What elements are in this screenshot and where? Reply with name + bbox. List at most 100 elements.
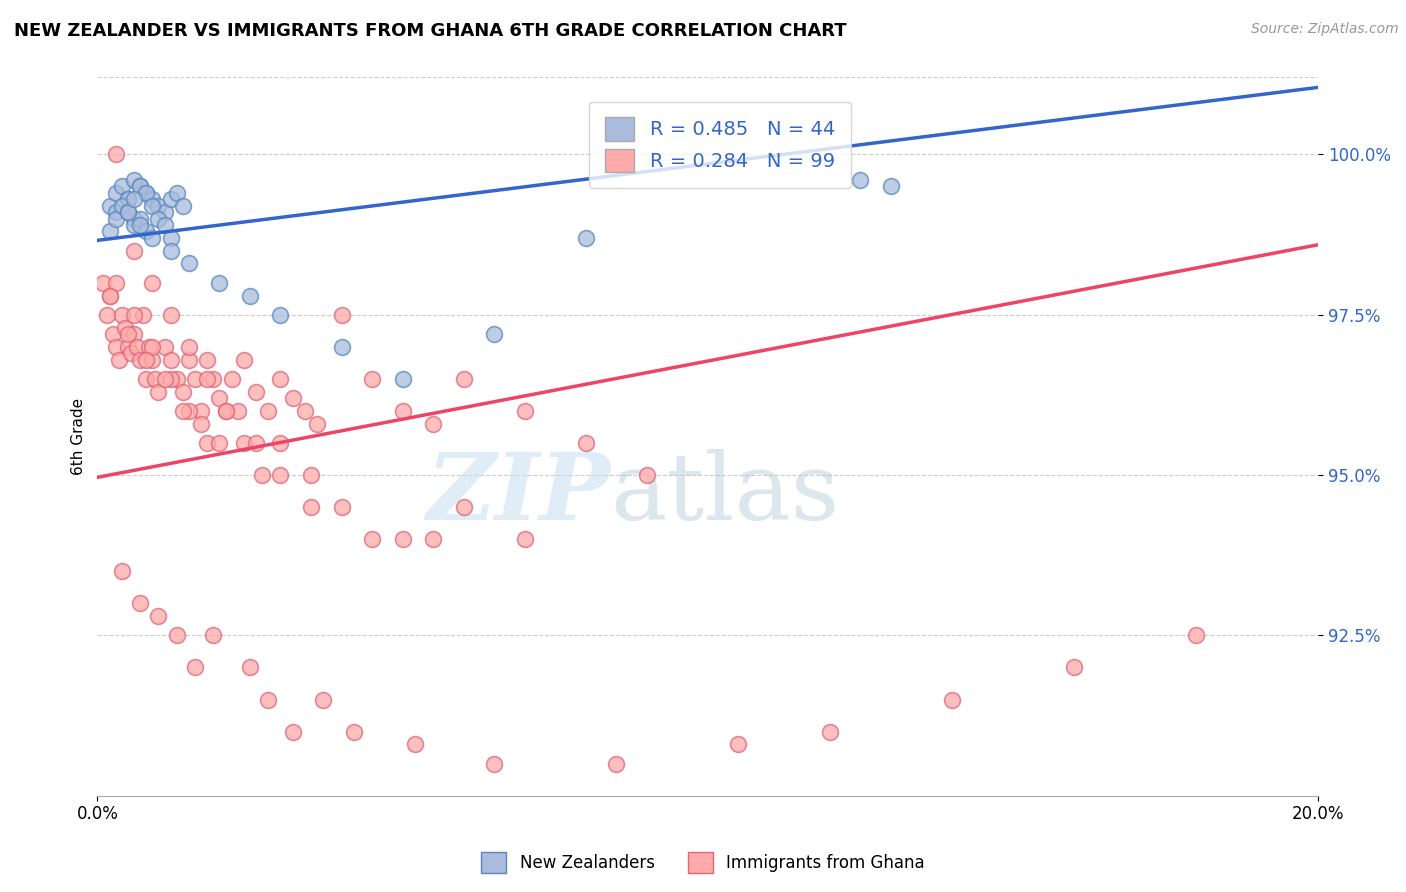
Point	[202, 372, 225, 386]
Point	[636, 468, 658, 483]
Point	[575, 231, 598, 245]
Point	[226, 404, 249, 418]
Point	[404, 738, 426, 752]
Point	[148, 211, 170, 226]
Point	[117, 192, 139, 206]
Point	[422, 533, 444, 547]
Point	[122, 173, 145, 187]
Point	[849, 173, 872, 187]
Point	[312, 692, 335, 706]
Point	[159, 372, 181, 386]
Point	[422, 417, 444, 431]
Point	[482, 326, 505, 341]
Point	[141, 276, 163, 290]
Point	[153, 218, 176, 232]
Point	[122, 192, 145, 206]
Point	[159, 352, 181, 367]
Point	[221, 372, 243, 386]
Point	[141, 352, 163, 367]
Point	[141, 340, 163, 354]
Text: Source: ZipAtlas.com: Source: ZipAtlas.com	[1251, 22, 1399, 37]
Point	[129, 352, 152, 367]
Point	[195, 436, 218, 450]
Point	[245, 436, 267, 450]
Point	[1063, 660, 1085, 674]
Point	[257, 692, 280, 706]
Point	[98, 288, 121, 302]
Y-axis label: 6th Grade: 6th Grade	[72, 398, 86, 475]
Point	[153, 340, 176, 354]
Point	[513, 533, 536, 547]
Point	[129, 211, 152, 226]
Point	[153, 372, 176, 386]
Point	[101, 326, 124, 341]
Point	[122, 308, 145, 322]
Point	[135, 224, 157, 238]
Point	[880, 179, 903, 194]
Point	[202, 628, 225, 642]
Point	[107, 352, 129, 367]
Point	[104, 147, 127, 161]
Text: atlas: atlas	[610, 449, 839, 539]
Point	[307, 417, 329, 431]
Point	[114, 320, 136, 334]
Point	[177, 352, 200, 367]
Point	[257, 404, 280, 418]
Point	[98, 288, 121, 302]
Point	[330, 500, 353, 515]
Point	[245, 384, 267, 399]
Point	[250, 468, 273, 483]
Point	[818, 724, 841, 739]
Point	[214, 404, 236, 418]
Point	[148, 199, 170, 213]
Point	[208, 436, 231, 450]
Point	[330, 340, 353, 354]
Point	[184, 372, 207, 386]
Point	[391, 533, 413, 547]
Point	[214, 404, 236, 418]
Point	[269, 468, 291, 483]
Point	[1185, 628, 1208, 642]
Point	[132, 308, 155, 322]
Point	[941, 692, 963, 706]
Point	[104, 340, 127, 354]
Point	[148, 384, 170, 399]
Point	[104, 186, 127, 200]
Point	[125, 340, 148, 354]
Point	[232, 436, 254, 450]
Point	[98, 199, 121, 213]
Point	[111, 308, 134, 322]
Point	[104, 205, 127, 219]
Point	[120, 346, 142, 360]
Point	[159, 244, 181, 258]
Point	[129, 179, 152, 194]
Point	[159, 308, 181, 322]
Point	[190, 417, 212, 431]
Point	[330, 308, 353, 322]
Point	[98, 224, 121, 238]
Point	[172, 384, 194, 399]
Point	[166, 372, 188, 386]
Point	[159, 192, 181, 206]
Point	[166, 186, 188, 200]
Point	[117, 340, 139, 354]
Point	[104, 211, 127, 226]
Text: ZIP: ZIP	[426, 449, 610, 539]
Point	[141, 192, 163, 206]
Point	[122, 244, 145, 258]
Point	[391, 404, 413, 418]
Point	[391, 372, 413, 386]
Point	[513, 404, 536, 418]
Point	[96, 308, 118, 322]
Point	[299, 500, 322, 515]
Point	[208, 276, 231, 290]
Point	[129, 218, 152, 232]
Point	[153, 205, 176, 219]
Point	[239, 660, 262, 674]
Point	[117, 192, 139, 206]
Point	[195, 352, 218, 367]
Point	[361, 533, 384, 547]
Point	[269, 308, 291, 322]
Point	[117, 205, 139, 219]
Point	[122, 211, 145, 226]
